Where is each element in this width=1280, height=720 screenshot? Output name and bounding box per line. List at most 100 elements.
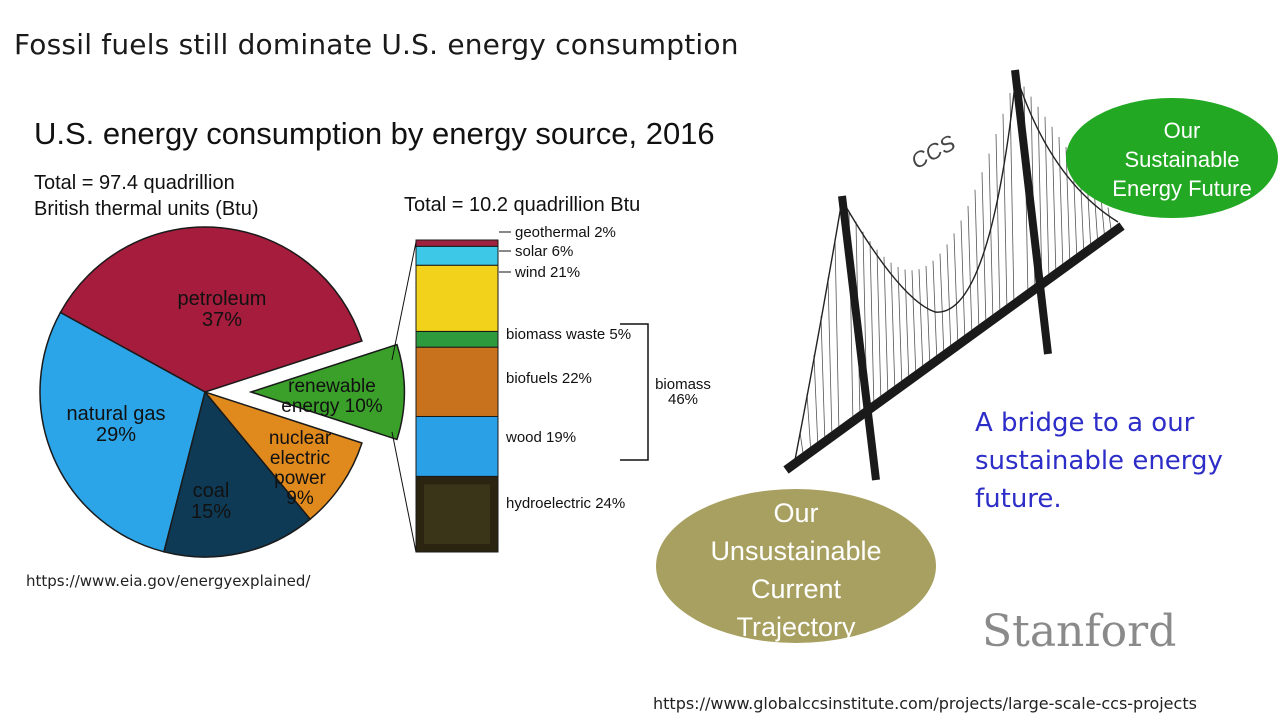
oval-right <box>1066 98 1278 218</box>
bridge-caption: A bridge to a our sustainable energy fut… <box>975 404 1223 518</box>
bar-label-biofuels: biofuels 22% <box>506 370 592 387</box>
bridge-hanger <box>925 265 931 369</box>
pie-label-nuclear-3: 9% <box>286 488 314 509</box>
pie-label-renewable-0: renewable <box>288 376 376 397</box>
bridge-hanger <box>883 256 889 399</box>
bridge-hanger <box>911 270 917 379</box>
oval-left-line-1: Unsustainable <box>710 536 881 566</box>
bar-label-hydroelectric: hydroelectric 24% <box>506 495 625 512</box>
bridge-hanger <box>1002 113 1008 313</box>
bridge-caption-line3: future. <box>975 484 1062 514</box>
bridge-hanger <box>1065 147 1071 267</box>
bridge-hanger <box>939 253 945 359</box>
connector-bottom <box>391 431 417 553</box>
bridge-hanger <box>988 153 994 323</box>
bridge-tower-left <box>838 195 880 481</box>
source-link-right[interactable]: https://www.globalccsinstitute.com/proje… <box>653 694 1197 713</box>
bridge-hanger <box>834 238 840 435</box>
bridge-hanger <box>855 221 861 420</box>
bridge-hanger <box>1100 197 1106 242</box>
bridge-hanger <box>1058 136 1064 272</box>
bridge-hanger <box>862 231 868 415</box>
bridge-hanger <box>869 241 875 410</box>
oval-right-line-1: Sustainable <box>1125 147 1240 172</box>
bridge-hanger <box>1023 86 1029 298</box>
bridge-hanger <box>876 249 882 404</box>
bridge-hanger <box>1107 207 1113 237</box>
biomass-label-1: 46% <box>668 391 698 408</box>
pie-label-nuclear-1: electric <box>270 448 330 469</box>
bar-segment-geothermal <box>415 239 499 247</box>
bridge-hanger <box>918 269 924 374</box>
bridge-hanger <box>813 354 819 450</box>
oval-left-line-2: Current <box>751 574 842 604</box>
bar-segment-wind <box>415 264 499 332</box>
bar-label-biomass-waste: biomass waste 5% <box>506 326 631 343</box>
bridge-hanger <box>897 266 903 389</box>
pie-slice-petroleum <box>59 226 363 393</box>
bar-label-solar: solar 6% <box>515 243 573 260</box>
bridge-hanger <box>1009 92 1015 308</box>
bridge-cable <box>794 74 1119 461</box>
source-link-left[interactable]: https://www.eia.gov/energyexplained/ <box>26 572 311 590</box>
bridge-hanger <box>806 393 812 455</box>
bridge-hanger <box>953 233 959 349</box>
bridge-hanger <box>946 244 952 354</box>
bridge-tower-right <box>1011 69 1052 355</box>
biomass-label-0: biomass <box>655 376 711 393</box>
oval-left <box>656 489 936 643</box>
bar-label-wind: wind 21% <box>514 264 580 281</box>
pie-label-coal-0: coal <box>193 480 230 502</box>
bridge-hanger <box>995 134 1001 318</box>
bar-segment-wood <box>415 415 499 477</box>
bridge-hanger <box>1093 187 1099 247</box>
bridge-hanger <box>974 189 980 333</box>
bridge-caption-line2: sustainable energy <box>975 446 1223 476</box>
bridge-caption-line1: A bridge to a our <box>975 408 1195 438</box>
bar-hydro-inner <box>424 484 490 544</box>
pie-label-petroleum-0: petroleum <box>178 288 267 310</box>
bar-segment-biofuels <box>415 346 499 417</box>
oval-left-line-0: Our <box>773 498 818 528</box>
bar-label-geothermal: geothermal 2% <box>515 224 616 241</box>
oval-right-text: Our Sustainable Energy Future <box>1112 118 1251 201</box>
bridge-hanger <box>1086 177 1092 252</box>
oval-right-line-2: Energy Future <box>1112 176 1251 201</box>
pie-slice-renewable <box>248 343 406 441</box>
oval-left-line-3: Trajectory <box>736 612 856 642</box>
bridge-hanger <box>820 316 826 445</box>
bridge-hanger <box>890 262 896 394</box>
total-main: Total = 97.4 quadrillion British thermal… <box>34 170 259 222</box>
pie-label-renewable-1: energy 10% <box>281 396 383 417</box>
pie-label-natural-gas-0: natural gas <box>67 403 166 425</box>
pie-label-nuclear-2: power <box>274 468 326 489</box>
bar-segment-solar <box>415 245 499 266</box>
bridge-hanger <box>904 269 910 384</box>
total-renewable: Total = 10.2 quadrillion Btu <box>404 194 641 216</box>
biomass-bracket <box>620 323 649 461</box>
bridge-hanger <box>967 205 973 338</box>
bar-segment-biomass-waste <box>415 330 499 348</box>
bridge-hanger <box>827 277 833 440</box>
oval-right-line-0: Our <box>1164 118 1201 143</box>
pie-slice-coal <box>163 390 312 558</box>
pie-label-natural-gas-1: 29% <box>96 424 136 446</box>
bridge-hanger <box>932 260 938 364</box>
bridge-hanger <box>1037 106 1043 288</box>
pie-label-coal-1: 15% <box>191 501 231 523</box>
bar-label-wood: wood 19% <box>505 429 576 446</box>
pie-label-petroleum-1: 37% <box>202 309 242 331</box>
pie-slice-natural_gas <box>39 311 206 553</box>
bridge-hanger <box>1030 96 1036 293</box>
pie-slice-nuclear <box>202 390 363 521</box>
bridge-hanger <box>1072 157 1078 262</box>
bridge-hanger <box>960 220 966 343</box>
bar-segment-hydroelectric <box>415 475 499 553</box>
bridge-hanger <box>981 172 987 328</box>
connector-top <box>391 241 417 361</box>
total-main-line2: British thermal units (Btu) <box>34 198 259 220</box>
chart-title: U.S. energy consumption by energy source… <box>34 116 715 151</box>
total-main-line1: Total = 97.4 quadrillion <box>34 172 235 194</box>
bridge-hanger <box>1044 116 1050 282</box>
bridge-hanger <box>1051 126 1057 277</box>
